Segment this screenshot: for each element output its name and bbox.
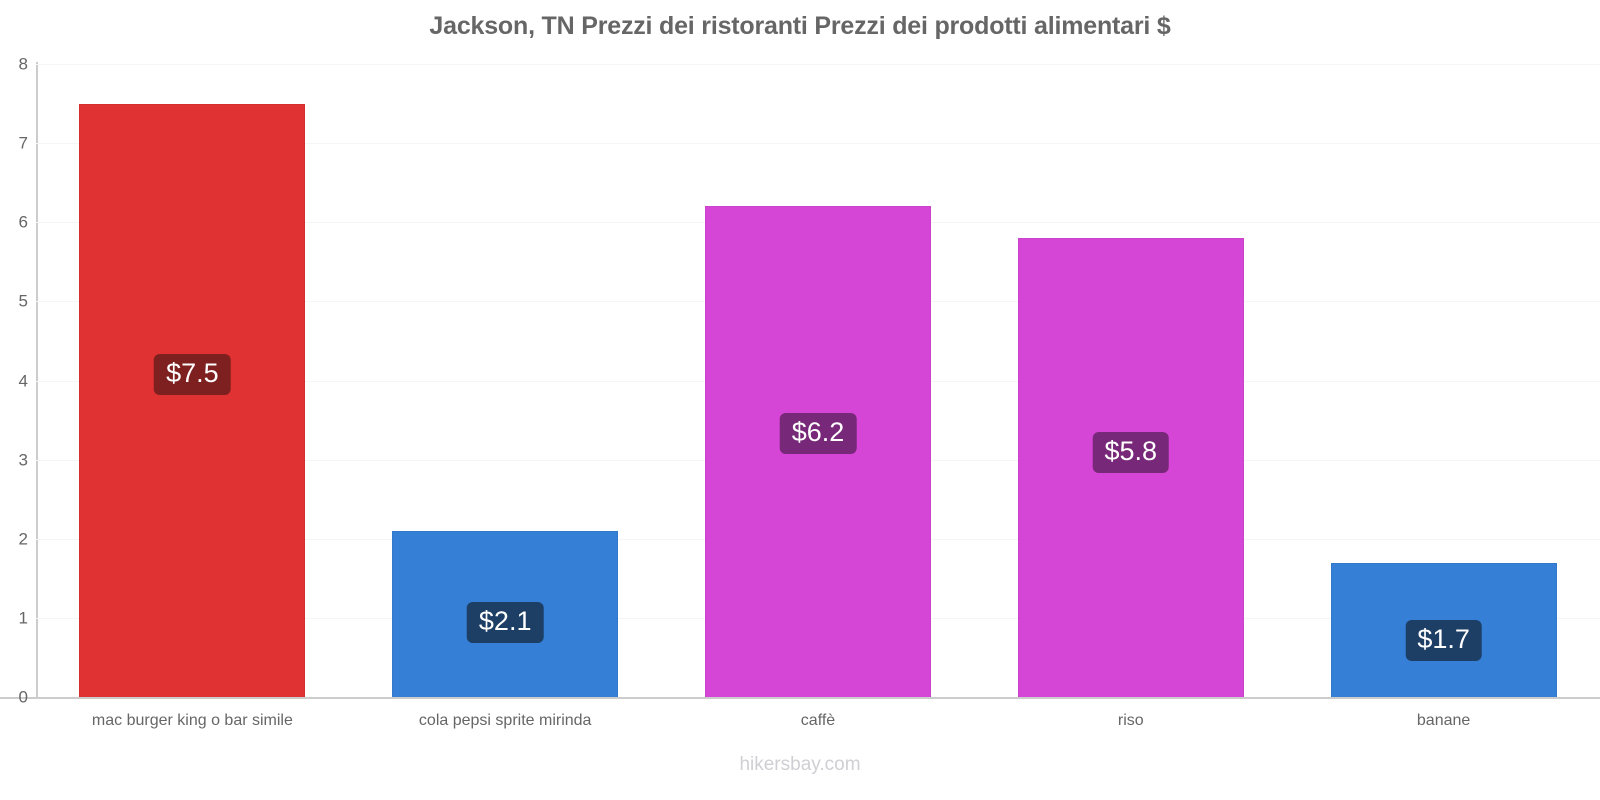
bar[interactable]: $2.1 [392, 530, 619, 697]
y-axis-tick-label: 1 [18, 608, 28, 628]
bar-value-label: $6.2 [779, 413, 857, 455]
plot-area: $7.5 $2.1 $6.2 $5.8 $1.7 [36, 64, 1600, 697]
y-axis-tick-label: 4 [18, 371, 28, 390]
gridline [36, 143, 1600, 145]
x-axis-category-label: caffè [800, 712, 836, 729]
y-axis-tick-label: 2 [18, 529, 28, 549]
x-axis-category-label: banane [1416, 712, 1471, 729]
y-axis-tick-label: 6 [18, 212, 28, 232]
bar-value-label: $5.8 [1092, 432, 1170, 474]
y-axis-tick-label: 7 [18, 133, 28, 153]
chart-title: Jackson, TN Prezzi dei ristoranti Prezzi… [429, 12, 1171, 40]
bar[interactable]: $1.7 [1330, 562, 1557, 697]
y-axis-tick-label: 0 [18, 687, 28, 707]
y-axis-tick-label: 3 [18, 450, 28, 470]
bar[interactable]: $5.8 [1017, 238, 1244, 697]
x-axis-category-label: riso [1117, 712, 1144, 729]
y-axis-tick-label: 8 [18, 54, 28, 74]
x-axis-category-label: cola pepsi sprite mirinda [418, 712, 592, 729]
x-axis-line [0, 697, 1600, 699]
gridline [36, 64, 1600, 65]
bar[interactable]: $6.2 [705, 206, 931, 697]
bar[interactable]: $7.5 [79, 103, 306, 697]
bar-value-label: $1.7 [1405, 619, 1482, 661]
bar-value-label: $7.5 [154, 353, 231, 395]
x-axis-category-label: mac burger king o bar simile [91, 712, 293, 729]
footer-watermark: hikersbay.com [739, 754, 861, 775]
bar-value-label: $2.1 [466, 601, 544, 643]
y-axis-tick-label: 5 [18, 291, 28, 311]
